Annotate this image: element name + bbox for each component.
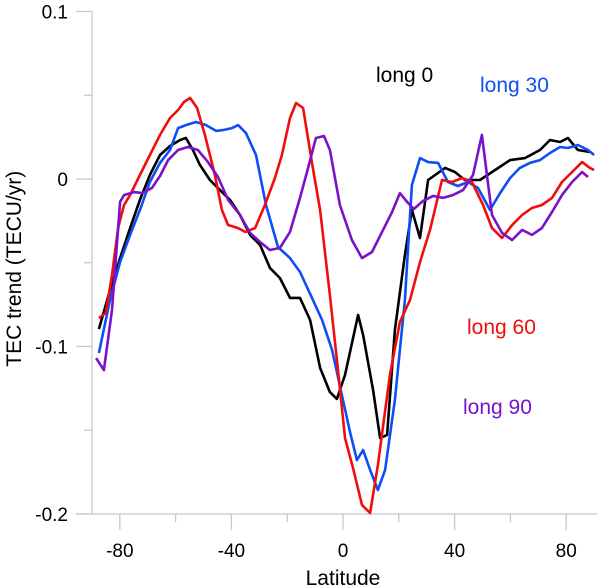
annotation-long-30: long 30 (480, 74, 549, 97)
x-ticks: -80 -40 0 40 80 (106, 514, 577, 562)
annotation-long-0: long 0 (376, 64, 433, 87)
x-tick-label: -80 (106, 541, 133, 562)
annotation-long-60: long 60 (467, 316, 536, 339)
x-axis-title: Latitude (306, 567, 381, 588)
annotation-long-90: long 90 (463, 396, 532, 419)
x-tick-label: 0 (338, 541, 349, 562)
y-tick-label: -0.2 (35, 505, 68, 526)
x-tick-label: 80 (556, 541, 577, 562)
series-layer (95, 96, 595, 515)
y-ticks: 0.1 0 -0.1 -0.2 (35, 3, 92, 526)
y-tick-label: 0.1 (42, 3, 68, 24)
series-line-long-0 (97, 136, 591, 440)
y-tick-label: -0.1 (35, 338, 68, 359)
x-tick-label: -40 (218, 541, 245, 562)
y-axis-title: TEC trend (TECU/yr) (3, 171, 26, 367)
series-line-long-60 (98, 96, 595, 515)
series-line-long-30 (97, 120, 595, 492)
series-line-long-90 (95, 133, 589, 372)
y-tick-label: 0 (57, 170, 68, 191)
axes: 0.1 0 -0.1 -0.2 -80 -40 0 40 80 (35, 3, 597, 562)
x-tick-label: 40 (444, 541, 465, 562)
